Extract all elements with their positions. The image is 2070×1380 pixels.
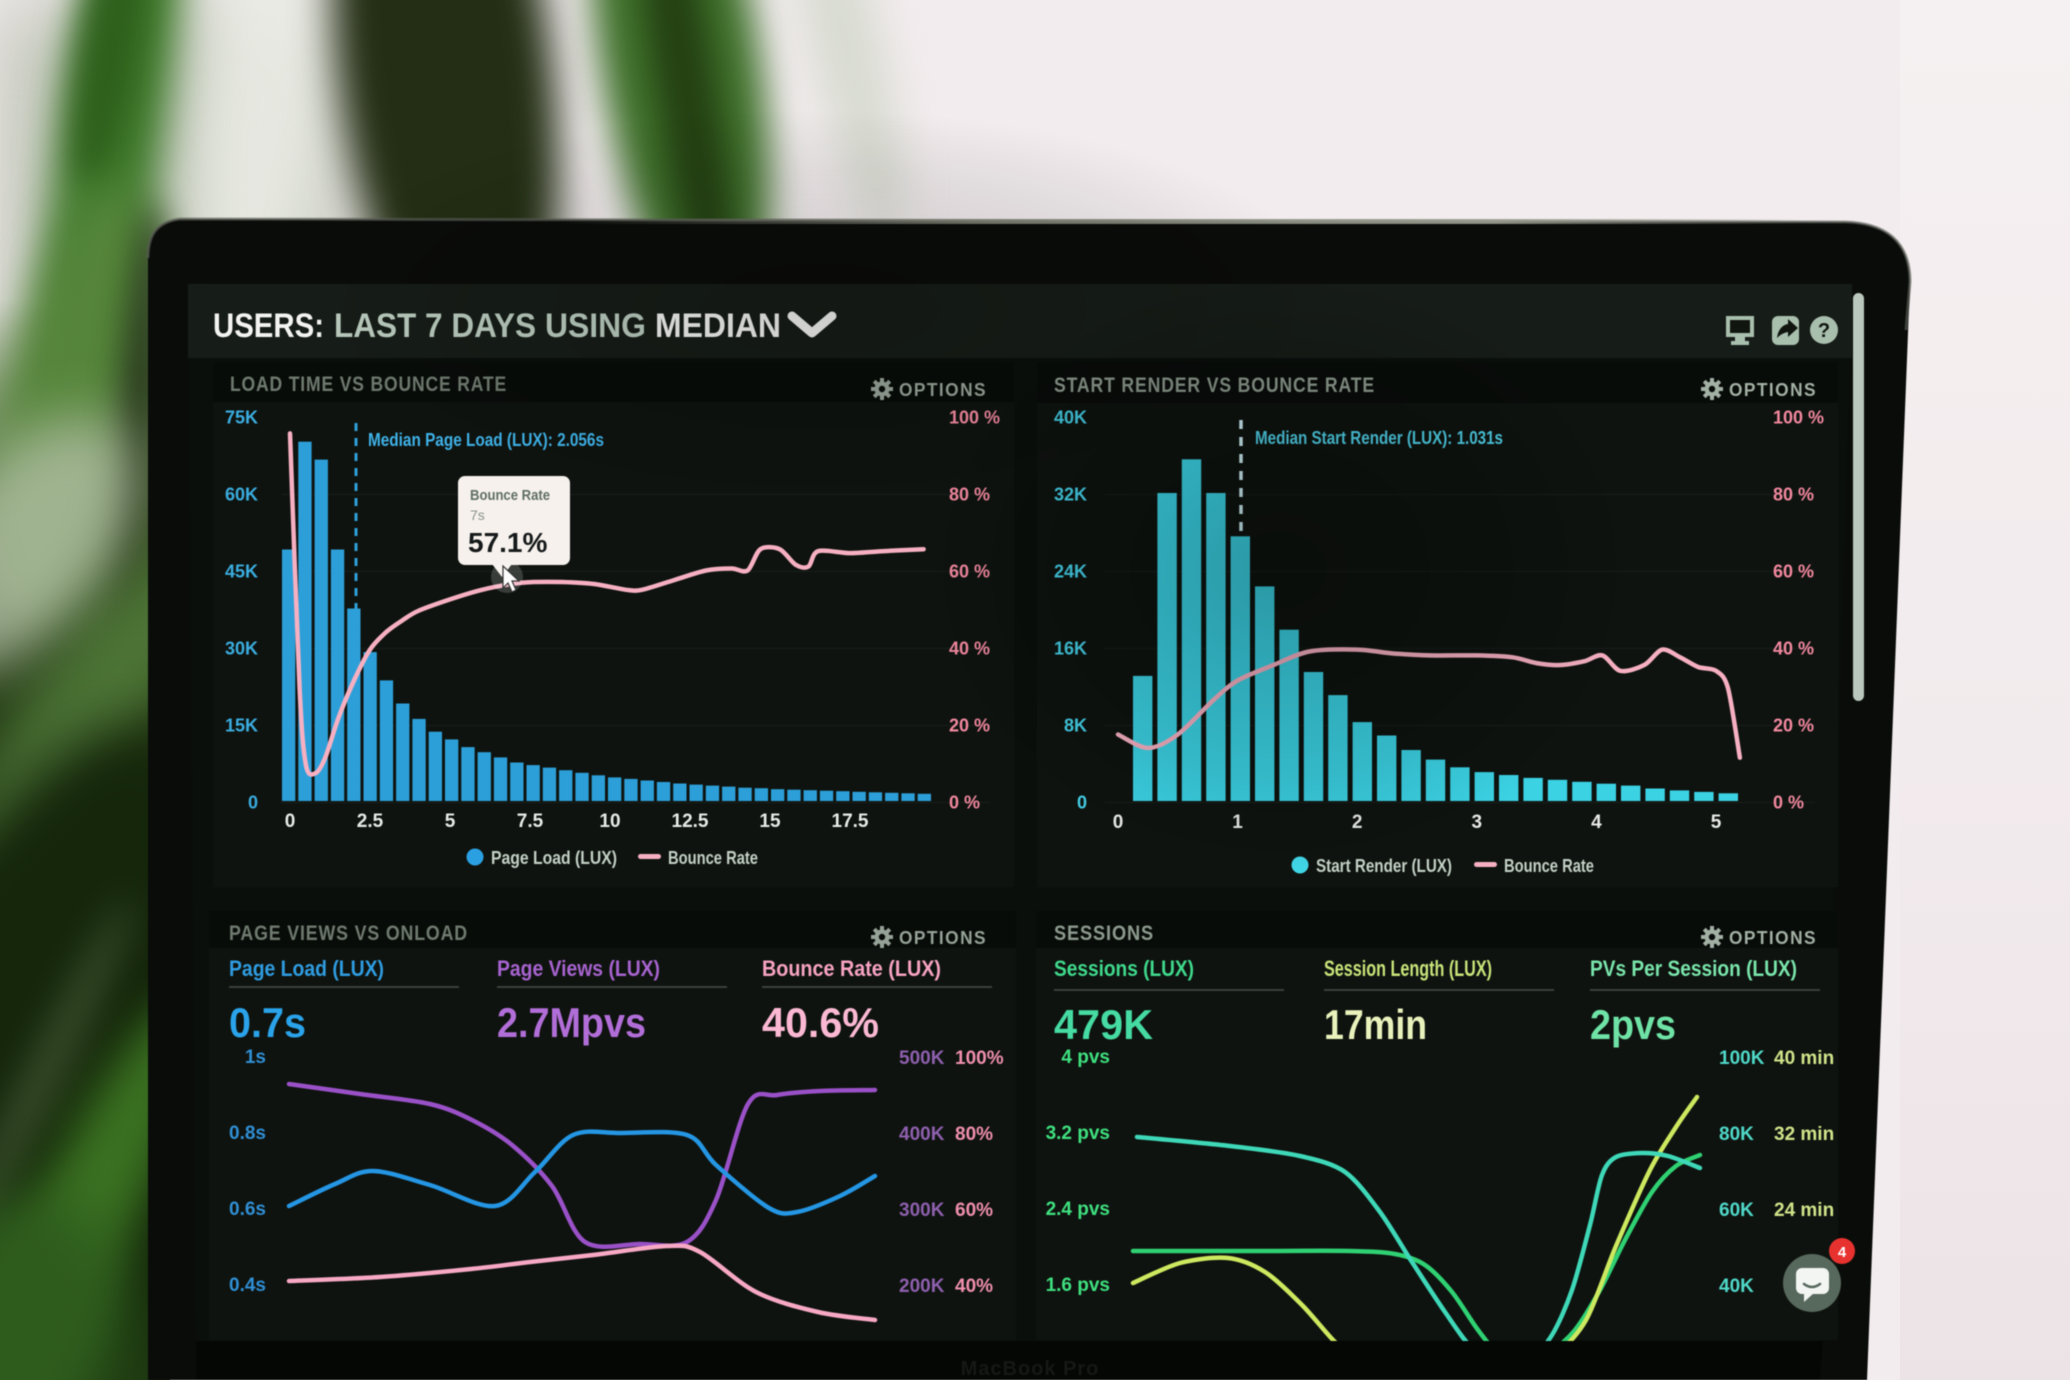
svg-text:15K: 15K [225, 716, 258, 736]
svg-text:Session Length (LUX): Session Length (LUX) [1324, 956, 1492, 981]
svg-text:80 %: 80 % [1773, 485, 1814, 505]
svg-text:60%: 60% [955, 1200, 993, 1221]
svg-text:0.8s: 0.8s [229, 1123, 266, 1144]
svg-text:Page Load (LUX): Page Load (LUX) [229, 956, 384, 981]
svg-text:40.6%: 40.6% [762, 999, 879, 1046]
svg-text:30K: 30K [225, 639, 258, 659]
svg-text:2.5: 2.5 [357, 811, 384, 832]
svg-text:Page Views (LUX): Page Views (LUX) [497, 956, 660, 981]
svg-text:?: ? [1818, 320, 1830, 342]
svg-text:4: 4 [1591, 812, 1602, 833]
svg-text:479K: 479K [1054, 1001, 1153, 1048]
svg-text:80%: 80% [955, 1124, 993, 1145]
svg-text:5: 5 [445, 811, 456, 832]
svg-text:4: 4 [1838, 1244, 1847, 1261]
svg-text:2.7Mpvs: 2.7Mpvs [497, 999, 646, 1046]
svg-text:2.4 pvs: 2.4 pvs [1046, 1199, 1110, 1220]
svg-text:60K: 60K [1719, 1200, 1754, 1221]
svg-text:Sessions (LUX): Sessions (LUX) [1054, 956, 1194, 981]
svg-text:7s: 7s [470, 507, 485, 523]
svg-text:MacBook Pro: MacBook Pro [961, 1358, 1100, 1380]
svg-text:15: 15 [759, 811, 781, 832]
svg-text:1.6 pvs: 1.6 pvs [1046, 1275, 1110, 1296]
svg-text:20 %: 20 % [1773, 716, 1814, 736]
svg-text:Bounce Rate: Bounce Rate [668, 848, 758, 868]
svg-text:OPTIONS: OPTIONS [1729, 928, 1817, 948]
svg-text:300K: 300K [899, 1200, 945, 1221]
svg-text:80K: 80K [1719, 1124, 1754, 1145]
svg-text:40 %: 40 % [1773, 639, 1814, 659]
svg-text:0: 0 [248, 793, 258, 813]
svg-text:17min: 17min [1324, 1001, 1427, 1048]
svg-text:0.6s: 0.6s [229, 1199, 266, 1220]
svg-text:PVs Per Session (LUX): PVs Per Session (LUX) [1590, 956, 1797, 981]
svg-text:0.4s: 0.4s [229, 1275, 266, 1296]
svg-text:10: 10 [599, 811, 620, 832]
svg-text:45K: 45K [225, 562, 258, 582]
svg-text:60 %: 60 % [1773, 562, 1814, 582]
svg-text:57.1%: 57.1% [468, 527, 547, 558]
svg-text:2pvs: 2pvs [1590, 1001, 1676, 1048]
svg-text:Bounce Rate: Bounce Rate [1504, 856, 1594, 876]
svg-text:OPTIONS: OPTIONS [899, 928, 987, 948]
svg-text:0.7s: 0.7s [229, 999, 306, 1046]
svg-text:100 %: 100 % [1773, 408, 1824, 428]
svg-text:100%: 100% [955, 1048, 1004, 1069]
svg-text:3.2 pvs: 3.2 pvs [1046, 1123, 1110, 1144]
svg-text:40 min: 40 min [1774, 1048, 1834, 1069]
svg-text:7.5: 7.5 [517, 811, 544, 832]
svg-text:4 pvs: 4 pvs [1061, 1047, 1110, 1068]
svg-text:400K: 400K [899, 1124, 945, 1145]
svg-text:Bounce Rate: Bounce Rate [470, 487, 550, 504]
svg-text:32 min: 32 min [1774, 1124, 1834, 1145]
svg-text:75K: 75K [225, 408, 258, 428]
svg-text:17.5: 17.5 [832, 811, 869, 832]
svg-text:OPTIONS: OPTIONS [1729, 380, 1817, 400]
svg-text:500K: 500K [899, 1048, 945, 1069]
svg-text:12.5: 12.5 [672, 811, 709, 832]
svg-text:5: 5 [1711, 812, 1722, 833]
svg-text:1s: 1s [245, 1047, 266, 1068]
svg-text:Bounce Rate (LUX): Bounce Rate (LUX) [762, 956, 941, 981]
svg-text:24 min: 24 min [1774, 1200, 1834, 1221]
svg-text:60K: 60K [225, 485, 258, 505]
svg-text:SESSIONS: SESSIONS [1054, 922, 1154, 945]
svg-text:3: 3 [1472, 812, 1483, 833]
svg-text:40K: 40K [1719, 1276, 1754, 1297]
svg-text:40%: 40% [955, 1276, 993, 1297]
svg-text:Page Load (LUX): Page Load (LUX) [491, 848, 617, 868]
svg-text:200K: 200K [899, 1276, 945, 1297]
svg-text:PAGE VIEWS VS ONLOAD: PAGE VIEWS VS ONLOAD [229, 922, 468, 945]
svg-text:0 %: 0 % [1773, 793, 1804, 813]
svg-text:100K: 100K [1719, 1048, 1765, 1069]
svg-text:0 %: 0 % [949, 793, 980, 813]
svg-text:0: 0 [285, 811, 296, 832]
